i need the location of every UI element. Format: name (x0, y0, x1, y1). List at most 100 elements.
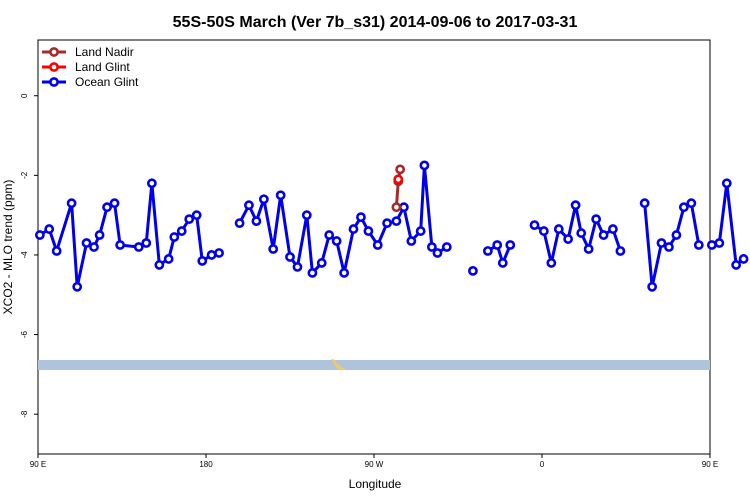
data-point (301, 210, 312, 221)
data-point (426, 242, 437, 252)
data-point (731, 260, 742, 270)
data-point (44, 224, 55, 234)
x-tick-label: 90 E (30, 460, 46, 469)
x-tick-label: 180 (199, 460, 213, 469)
data-point (441, 242, 452, 252)
y-tick-label: 0 (20, 93, 29, 98)
series-line (711, 181, 745, 267)
data-point (268, 244, 279, 254)
x-tick-label: 0 (540, 460, 545, 469)
land-outline-shape (331, 359, 346, 370)
data-point (324, 230, 335, 240)
data-point (529, 220, 540, 231)
data-point (546, 258, 557, 268)
legend-label: Land Glint (75, 60, 130, 74)
y-tick-label: -4 (20, 251, 29, 259)
data-point (81, 238, 92, 248)
data-point (197, 256, 208, 266)
data-point (292, 262, 303, 272)
data-point (497, 258, 508, 268)
legend-marker (49, 62, 59, 72)
data-point (598, 230, 609, 240)
data-point (382, 218, 392, 229)
data-point (89, 242, 99, 252)
x-axis: 90 E 180 90 W 0 90 E (30, 454, 718, 469)
x-axis-label: Longitude (349, 477, 402, 491)
series-land-glint (393, 174, 404, 185)
data-point (348, 224, 359, 234)
data-point (608, 224, 618, 234)
data-point (191, 210, 202, 221)
data-point (316, 258, 327, 268)
data-point (244, 200, 254, 211)
y-axis: 0 -2 -4 -6 -8 (20, 93, 38, 418)
data-point (115, 240, 126, 250)
data-point (714, 238, 725, 248)
data-point (671, 230, 682, 240)
data-point (109, 198, 120, 209)
legend-marker (49, 77, 59, 87)
x-tick-label: 90 E (702, 460, 718, 469)
data-point (538, 226, 549, 236)
data-point (234, 218, 245, 229)
data-point (66, 198, 77, 209)
land-band (38, 360, 710, 370)
data-point (251, 216, 262, 227)
data-point (285, 252, 295, 262)
data-point (258, 194, 269, 205)
data-point (356, 212, 366, 223)
data-point (415, 226, 426, 236)
data-point (206, 250, 217, 260)
series-line (238, 163, 448, 275)
data-point (339, 267, 350, 278)
data-point (146, 178, 157, 189)
data-point (615, 246, 626, 256)
series-line (39, 181, 220, 289)
chart-title: 55S-50S March (Ver 7b_s31) 2014-09-06 to… (173, 14, 578, 31)
series-layer (34, 160, 749, 292)
data-point (656, 238, 667, 248)
data-point (664, 242, 674, 252)
data-point (34, 230, 45, 240)
data-point (141, 238, 152, 248)
y-tick-label: -2 (20, 171, 29, 179)
data-point (94, 230, 105, 240)
data-point (372, 240, 383, 250)
data-point (133, 242, 144, 252)
data-point (393, 174, 404, 185)
data-point (398, 202, 409, 213)
data-point (395, 164, 406, 175)
data-point (391, 202, 402, 213)
data-point (214, 248, 224, 258)
data-point (482, 246, 493, 256)
data-point (51, 246, 62, 256)
y-tick-label: -8 (20, 410, 29, 418)
data-point (406, 236, 417, 246)
legend-marker (49, 47, 59, 57)
data-point (686, 198, 697, 209)
data-point (391, 216, 402, 227)
legend-label: Ocean Glint (75, 75, 139, 89)
data-point (169, 232, 180, 242)
data-point (721, 178, 732, 189)
data-point (591, 214, 602, 225)
data-point (184, 214, 195, 225)
y-axis-label: XCO2 - MLO trend (ppm) (1, 180, 15, 315)
data-point (693, 240, 704, 250)
data-point (275, 190, 286, 201)
data-point (363, 226, 374, 236)
x-tick-label: 90 W (365, 460, 384, 469)
data-point (307, 267, 318, 278)
legend-item: Ocean Glint (42, 75, 139, 89)
data-point (706, 240, 717, 250)
data-point (468, 265, 478, 276)
data-point (331, 236, 342, 246)
data-point (583, 244, 594, 254)
legend-label: Land Nadir (75, 45, 134, 59)
data-point (432, 248, 443, 258)
data-point (102, 202, 112, 213)
legend-item: Land Nadir (42, 45, 134, 59)
data-point (553, 224, 564, 234)
series-ocean-glint (34, 160, 749, 292)
